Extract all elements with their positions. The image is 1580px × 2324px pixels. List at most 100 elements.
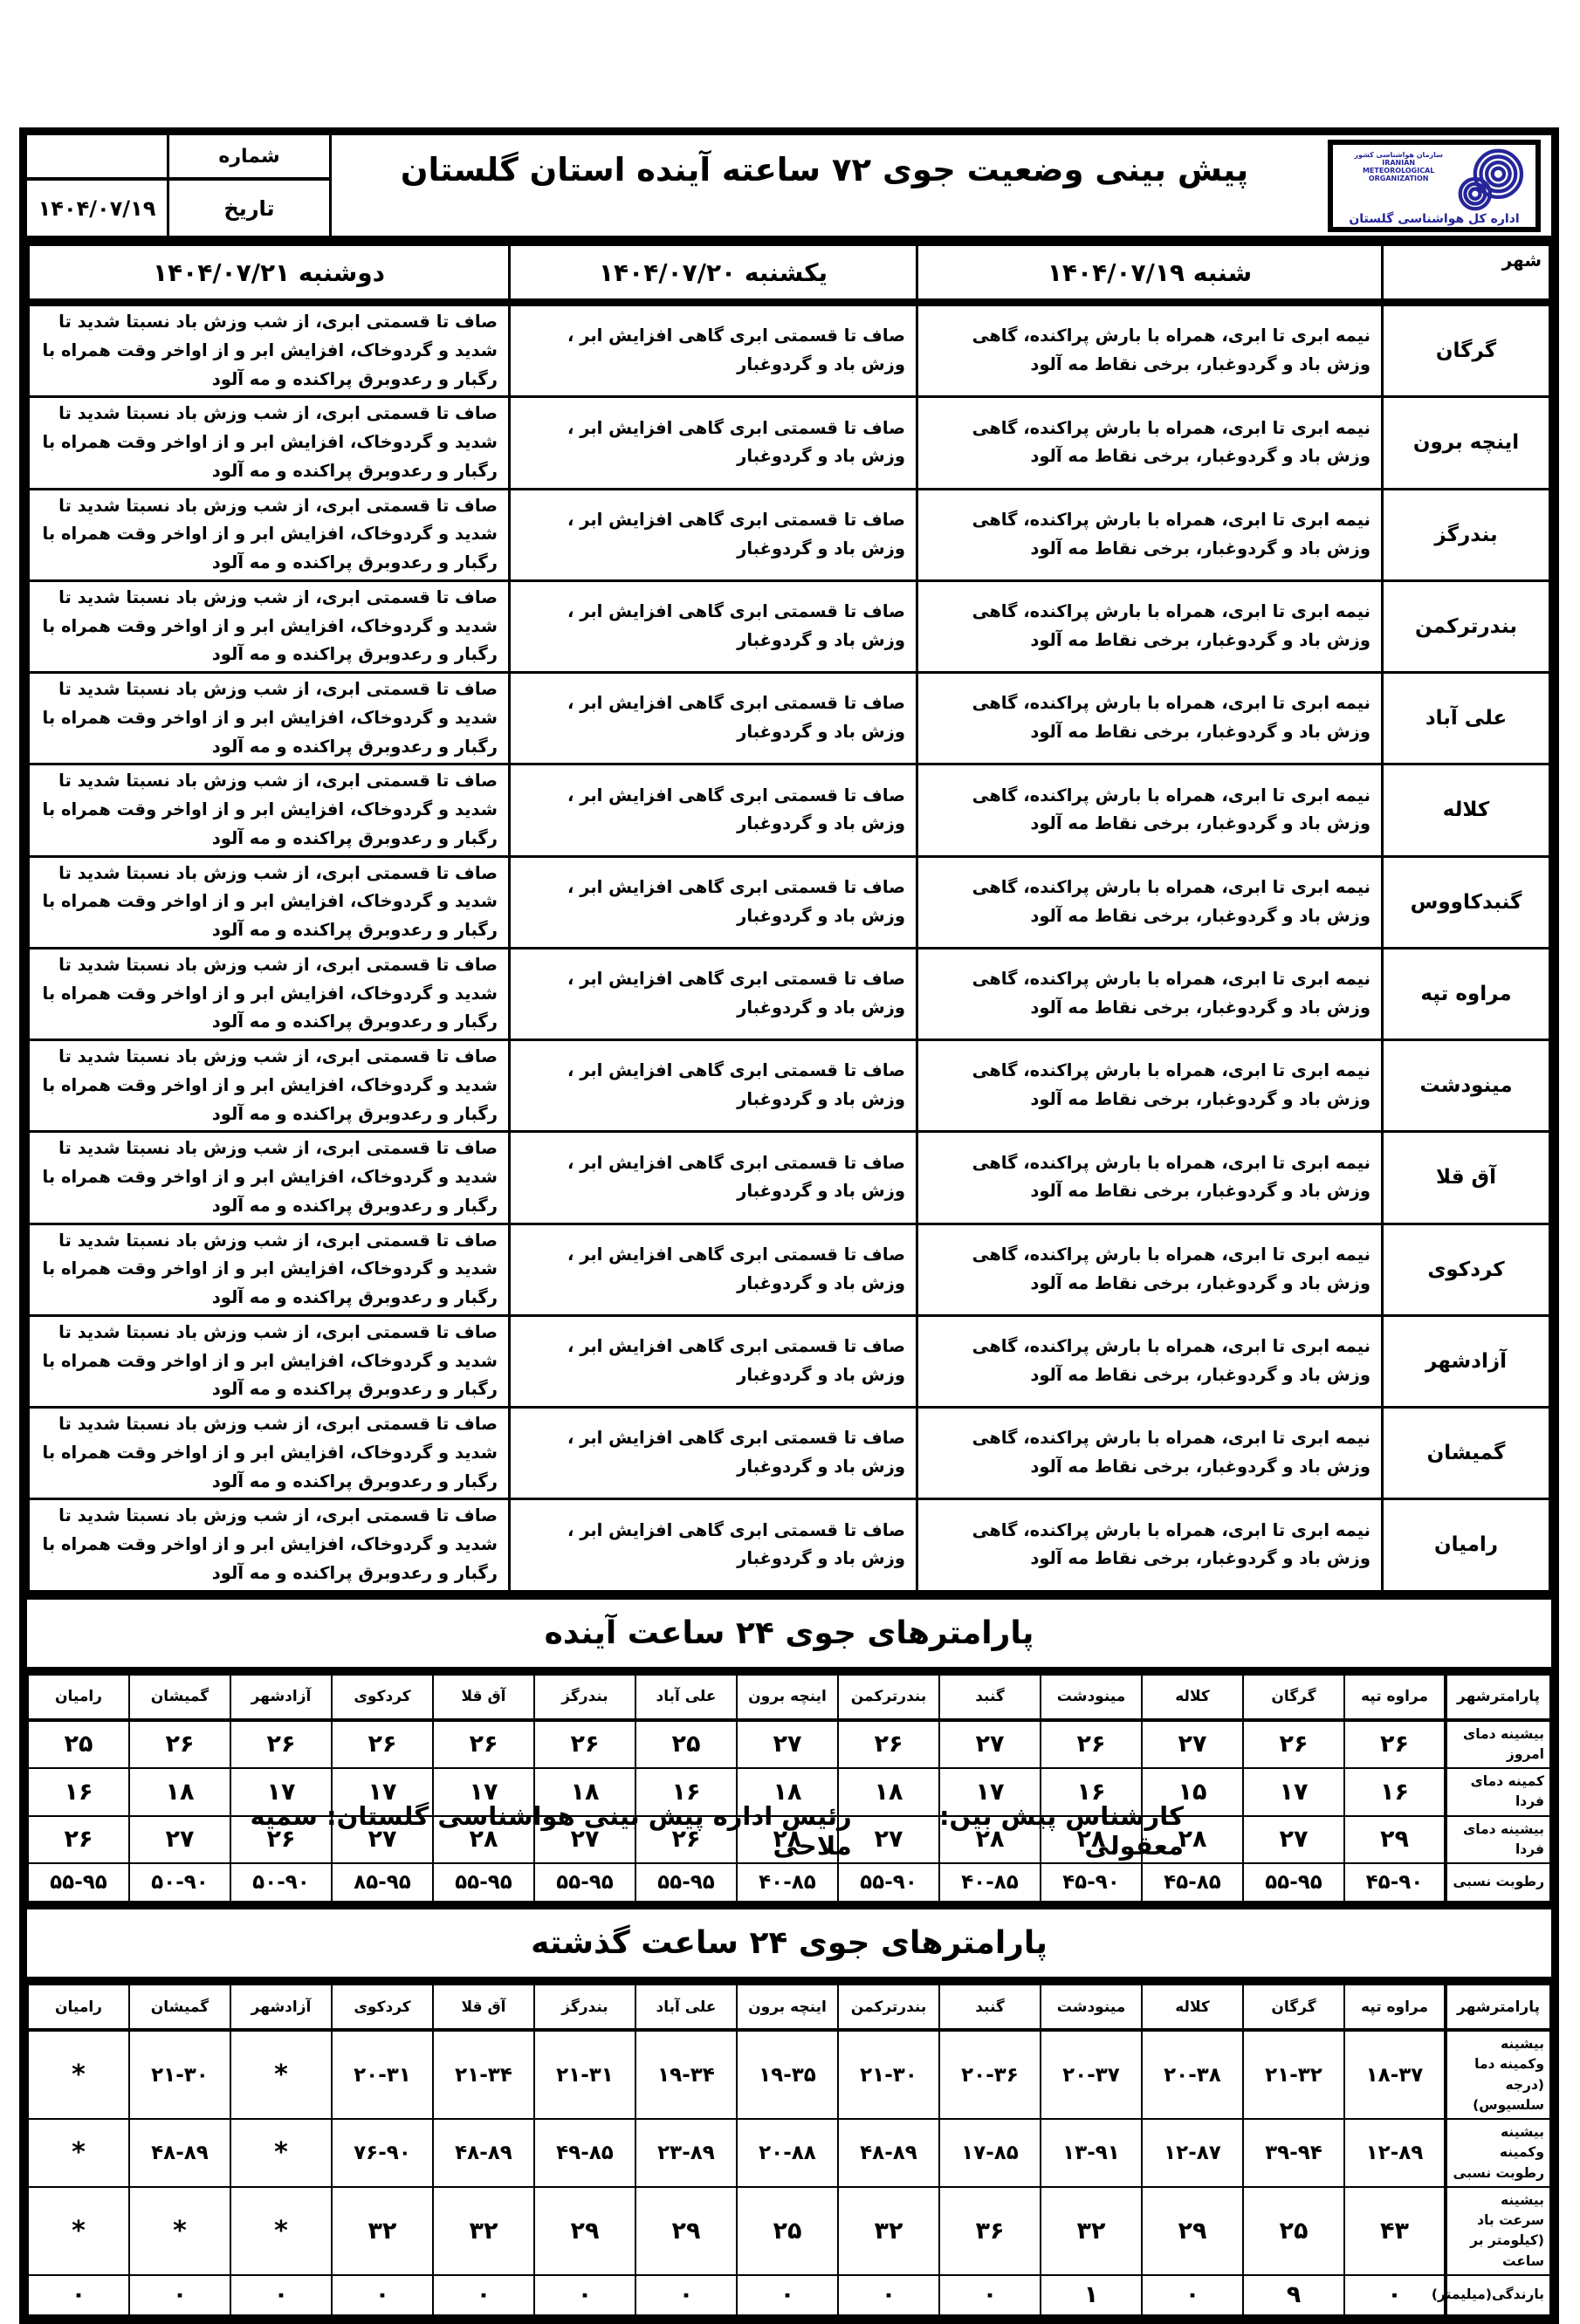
param-value: ۰ [635, 2273, 738, 2316]
param-value: ۲۷ [938, 1718, 1041, 1769]
forecast-row: آزادشهر نیمه ابری تا ابری، همراه با بارش … [27, 1313, 1551, 1409]
param-value: ۲۶ [635, 1814, 738, 1864]
city-name: گرگان [1381, 300, 1551, 399]
params-city-header: رامیان [27, 1984, 130, 2032]
param-value: ۸۵-۹۵ [331, 1862, 434, 1902]
param-value: ۱۸ [128, 1767, 231, 1817]
param-value: ۰ [1343, 2273, 1446, 2316]
param-value: ۲۹ [635, 2185, 738, 2276]
forecast-row: مراوه تپه نیمه ابری تا ابری، همراه با بار… [27, 946, 1551, 1042]
param-value: ۲۷ [331, 1814, 434, 1864]
param-value: ۲۶ [27, 1814, 130, 1864]
params-header-row: پارامترشهر مراوه تپه گرگان کلاله مینودشت گنبد… [27, 1673, 1551, 1722]
params-city-header: گرگان [1242, 1984, 1345, 2032]
param-value: ۲۷ [533, 1814, 636, 1864]
params-city-header: کردکوی [331, 1984, 434, 2032]
params-row: بیشینه دمای فردا ۲۹ ۲۷ ۲۸ ۲۸ ۲۸ ۲۷ ۲۸ ۲۶ ۲۷ ۲۸ ۲۷ ۲۶… [27, 1814, 1551, 1864]
day3-header: دوشنبه ۱۴۰۴/۰۷/۲۱ [27, 243, 511, 306]
param-value: ۰ [837, 2273, 940, 2316]
params-city-header: بندرترکمن [837, 1673, 940, 1722]
logo-frame: سازمان هواشناسی کشور IRANIAN METEOROLOGI… [1328, 139, 1541, 232]
param-value: ۲۶ [230, 1718, 333, 1769]
future-params-title: پارامترهای جوی ۲۴ ساعت آینده [27, 1592, 1551, 1674]
logo-org-en3: ORGANIZATION [1368, 175, 1429, 183]
param-value: * [27, 2029, 130, 2120]
params-corner-label: پارامترشهر [1444, 1984, 1551, 2032]
param-value: ۱۶ [1343, 1767, 1446, 1817]
forecast-day2-text: صاف تا قسمتی ابری گاهی افزایش ابر ، وزش … [508, 1313, 918, 1409]
param-value: ۱۷ [331, 1767, 434, 1817]
params-city-header: بندرگز [533, 1673, 636, 1722]
params-city-header: گنبد [938, 1984, 1041, 2032]
city-name: مینودشت [1381, 1038, 1551, 1134]
param-value: ۲۱-۳۰ [128, 2029, 231, 2120]
forecast-day1-text: نیمه ابری تا ابری، همراه با بارش پراکنده… [916, 854, 1384, 949]
param-value: ۲۱-۳۲ [1242, 2029, 1345, 2120]
param-value: ۱۲-۸۹ [1343, 2118, 1446, 2188]
logo-org-en2: METEOROLOGICAL [1362, 166, 1435, 175]
forecast-day3-text: صاف تا قسمتی ابری، از شب وزش باد نسبتا ش… [27, 300, 511, 399]
forecast-day3-text: صاف تا قسمتی ابری، از شب وزش باد نسبتا ش… [27, 395, 511, 490]
meteorology-spiral-logo-icon [1458, 148, 1524, 210]
param-value: ۳۲ [331, 2185, 434, 2276]
forecast-day2-text: صاف تا قسمتی ابری گاهی افزایش ابر ، وزش … [508, 1222, 918, 1317]
param-value: ۵۰-۹۰ [230, 1862, 333, 1902]
param-value: ۴۹-۸۵ [533, 2118, 636, 2188]
forecast-row: گرگان نیمه ابری تا ابری، همراه با بارش پر… [27, 300, 1551, 399]
number-value [27, 135, 167, 181]
param-value: ۲۶ [1343, 1718, 1446, 1769]
param-value: ۵۵-۹۵ [432, 1862, 535, 1902]
param-value: ۲۷ [736, 1718, 839, 1769]
params-header-row: پارامترشهر مراوه تپه گرگان کلاله مینودشت گنبد… [27, 1984, 1551, 2032]
params-city-header: کلاله [1141, 1673, 1244, 1722]
param-value: ۱۹-۳۴ [635, 2029, 738, 2120]
forecast-day2-text: صاف تا قسمتی ابری گاهی افزایش ابر ، وزش … [508, 579, 918, 675]
param-value: ۱۶ [1040, 1767, 1143, 1817]
param-value: ۱۸-۳۷ [1343, 2029, 1446, 2120]
param-value: * [128, 2185, 231, 2276]
param-value: ۲۶ [1242, 1718, 1345, 1769]
param-value: ۵۵-۹۵ [1242, 1862, 1345, 1902]
logo-org-text: سازمان هواشناسی کشور IRANIAN METEOROLOGI… [1354, 147, 1443, 183]
forecast-day1-text: نیمه ابری تا ابری، همراه با بارش پراکنده… [916, 946, 1384, 1042]
param-value: ۴۵-۹۰ [1343, 1862, 1446, 1902]
param-value: ۲۶ [230, 1814, 333, 1864]
city-name: علی آباد [1381, 670, 1551, 766]
forecast-day2-text: صاف تا قسمتی ابری گاهی افزایش ابر ، وزش … [508, 395, 918, 490]
param-value: ۱ [1040, 2273, 1143, 2316]
city-name: کردکوی [1381, 1222, 1551, 1317]
signature-footer: کارشناس پیش بین: معقولی رئیس اداره پیش ب… [19, 1801, 1559, 1861]
param-value: ۲۷ [1141, 1718, 1244, 1769]
day2-header: یکشنبه ۱۴۰۴/۰۷/۲۰ [508, 243, 918, 306]
params-city-header: کردکوی [331, 1673, 434, 1722]
forecast-day1-text: نیمه ابری تا ابری، همراه با بارش پراکنده… [916, 763, 1384, 858]
forecast-day3-text: صاف تا قسمتی ابری، از شب وزش باد نسبتا ش… [27, 579, 511, 675]
future-params-rows: پارامترشهر مراوه تپه گرگان کلاله مینودشت گنبد… [27, 1673, 1551, 1902]
param-value: ۳۲ [432, 2185, 535, 2276]
params-city-header: اینچه برون [736, 1984, 839, 2032]
forecast-day1-text: نیمه ابری تا ابری، همراه با بارش پراکنده… [916, 579, 1384, 675]
city-name: مراوه تپه [1381, 946, 1551, 1042]
params-city-header: بندرگز [533, 1984, 636, 2032]
forecast-day3-text: صاف تا قسمتی ابری، از شب وزش باد نسبتا ش… [27, 1313, 511, 1409]
forecast-row: گنبدکاووس نیمه ابری تا ابری، همراه با بار… [27, 854, 1551, 949]
param-value: ۰ [1141, 2273, 1244, 2316]
param-value: ۴۵-۹۰ [1040, 1862, 1143, 1902]
params-city-header: مینودشت [1040, 1673, 1143, 1722]
param-value: ۲۸ [938, 1814, 1041, 1864]
param-value: ۲۶ [128, 1718, 231, 1769]
forecast-day3-text: صاف تا قسمتی ابری، از شب وزش باد نسبتا ش… [27, 763, 511, 858]
forecast-table: شهر شنبه ۱۴۰۴/۰۷/۱۹ یکشنبه ۱۴۰۴/۰۷/۲۰ دو… [27, 243, 1551, 1593]
param-value: ۱۹-۳۵ [736, 2029, 839, 2120]
param-value: ۰ [230, 2273, 333, 2316]
forecast-day3-text: صاف تا قسمتی ابری، از شب وزش باد نسبتا ش… [27, 1038, 511, 1134]
forecast-day1-text: نیمه ابری تا ابری، همراه با بارش پراکنده… [916, 1038, 1384, 1134]
params-city-header: گمیشان [128, 1984, 231, 2032]
forecast-row: رامیان نیمه ابری تا ابری، همراه با بارش پ… [27, 1498, 1551, 1593]
forecast-day3-text: صاف تا قسمتی ابری، از شب وزش باد نسبتا ش… [27, 670, 511, 766]
param-label: بیشینه وکمینه دما (درجه سلسیوس) [1444, 2029, 1551, 2120]
param-value: ۴۸-۸۹ [837, 2118, 940, 2188]
params-city-header: گنبد [938, 1673, 1041, 1722]
param-value: ۲۱-۳۴ [432, 2029, 535, 2120]
param-value: ۲۵ [27, 1718, 130, 1769]
